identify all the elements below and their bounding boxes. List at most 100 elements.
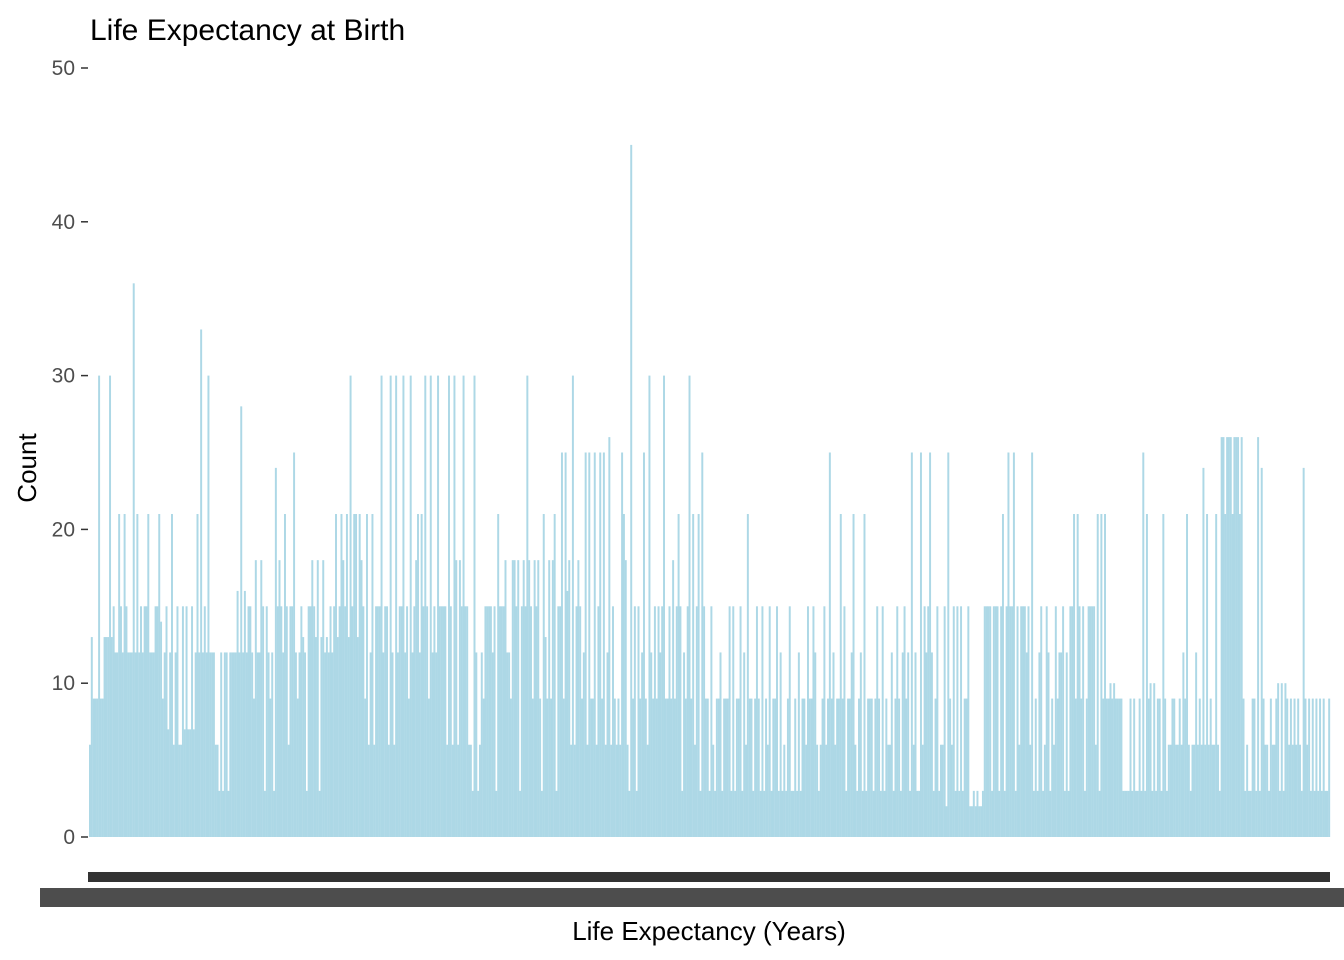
histogram-bar bbox=[324, 652, 327, 837]
histogram-bar bbox=[1213, 744, 1216, 837]
histogram-bar bbox=[176, 606, 179, 837]
histogram-bar bbox=[1000, 606, 1003, 837]
histogram-bar bbox=[1249, 790, 1252, 837]
histogram-bar bbox=[488, 606, 491, 837]
histogram-bar bbox=[949, 698, 952, 837]
histogram-bar bbox=[994, 606, 997, 837]
histogram-bar bbox=[537, 560, 540, 837]
histogram-bar bbox=[781, 790, 784, 837]
histogram-bar bbox=[763, 790, 766, 837]
histogram-bar bbox=[688, 375, 691, 837]
histogram-bar bbox=[1231, 514, 1234, 837]
histogram-bar bbox=[630, 144, 633, 837]
histogram-bar bbox=[628, 790, 631, 837]
histogram-bar bbox=[340, 514, 343, 837]
histogram-bar bbox=[407, 698, 410, 837]
histogram-bar bbox=[231, 652, 234, 837]
histogram-bar bbox=[524, 606, 527, 837]
histogram-bar bbox=[661, 606, 664, 837]
histogram-bar bbox=[821, 698, 824, 837]
histogram-bar bbox=[1240, 437, 1243, 837]
histogram-bar bbox=[881, 606, 884, 837]
histogram-bar bbox=[1288, 744, 1291, 837]
histogram-bar bbox=[642, 452, 645, 837]
histogram-bar bbox=[251, 652, 254, 837]
histogram-bar bbox=[504, 560, 507, 837]
histogram-bar bbox=[533, 560, 536, 837]
histogram-bar bbox=[389, 375, 392, 837]
histogram-bar bbox=[766, 744, 769, 837]
histogram-bar bbox=[209, 652, 212, 837]
histogram-bar bbox=[1313, 790, 1316, 837]
histogram-bar bbox=[1034, 698, 1037, 837]
histogram-bar bbox=[1326, 790, 1329, 837]
histogram-bar bbox=[750, 698, 753, 837]
histogram-bar bbox=[1268, 790, 1271, 837]
histogram-bar bbox=[741, 790, 744, 837]
histogram-bar bbox=[285, 606, 288, 837]
histogram-bar bbox=[672, 560, 675, 837]
histogram-bar bbox=[817, 790, 820, 837]
histogram-bar bbox=[469, 744, 472, 837]
histogram-bar bbox=[843, 606, 846, 837]
histogram-bar bbox=[653, 606, 656, 837]
histogram-bar bbox=[582, 652, 585, 837]
histogram-bar bbox=[535, 606, 538, 837]
histogram-bar bbox=[816, 744, 819, 837]
histogram-bar bbox=[724, 698, 727, 837]
histogram-bar bbox=[181, 606, 184, 837]
histogram-bar bbox=[810, 698, 813, 837]
histogram-bar bbox=[400, 606, 403, 837]
histogram-bar bbox=[280, 606, 283, 837]
histogram-bar bbox=[517, 560, 520, 837]
histogram-bar bbox=[431, 652, 434, 837]
histogram-bar bbox=[127, 652, 130, 837]
y-tick-label: 40 bbox=[52, 211, 75, 234]
histogram-bar bbox=[940, 744, 942, 837]
histogram-bar bbox=[132, 283, 135, 837]
histogram-bar bbox=[1038, 652, 1041, 837]
histogram-bar bbox=[393, 744, 396, 837]
histogram-bar bbox=[1094, 744, 1097, 837]
histogram-bar bbox=[836, 698, 839, 837]
histogram-bar bbox=[930, 652, 933, 837]
histogram-bar bbox=[927, 606, 930, 837]
histogram-bar bbox=[291, 606, 294, 837]
histogram-bar bbox=[887, 744, 890, 837]
histogram-bar bbox=[402, 375, 405, 837]
histogram-bar bbox=[1001, 514, 1004, 837]
histogram-bar bbox=[1056, 698, 1059, 837]
histogram-bar bbox=[794, 698, 797, 837]
y-axis: 0 10 20 30 40 50 bbox=[52, 57, 88, 849]
histogram-bar bbox=[145, 606, 148, 837]
histogram-bar bbox=[1186, 514, 1189, 837]
histogram-bar bbox=[699, 790, 702, 837]
histogram-bar bbox=[1275, 698, 1278, 837]
histogram-bar bbox=[1233, 437, 1236, 837]
histogram-bar bbox=[717, 698, 720, 837]
histogram-bar bbox=[868, 698, 871, 837]
histogram-bar bbox=[1138, 698, 1141, 837]
histogram-bar bbox=[99, 698, 102, 837]
histogram-bar bbox=[1012, 452, 1015, 837]
histogram-bar bbox=[1147, 698, 1150, 837]
histogram-bar bbox=[921, 744, 924, 837]
histogram-bar bbox=[878, 698, 881, 837]
histogram-bar bbox=[1065, 652, 1068, 837]
histogram-bar bbox=[703, 606, 706, 837]
histogram-bar bbox=[564, 452, 567, 837]
histogram-bar bbox=[362, 606, 365, 837]
histogram-bar bbox=[943, 606, 946, 837]
histogram-bar bbox=[276, 606, 279, 837]
histogram-bar bbox=[424, 375, 427, 837]
histogram-bar bbox=[1195, 652, 1198, 837]
histogram-bar bbox=[923, 606, 926, 837]
histogram-bar bbox=[356, 637, 359, 837]
x-axis-tick-labels-band bbox=[40, 888, 1344, 907]
histogram-bar bbox=[333, 606, 336, 837]
histogram-bar bbox=[298, 652, 301, 837]
histogram-bar bbox=[530, 606, 532, 837]
histogram-bar bbox=[1273, 744, 1276, 837]
histogram-bar bbox=[453, 375, 456, 837]
histogram-bar bbox=[714, 790, 717, 837]
